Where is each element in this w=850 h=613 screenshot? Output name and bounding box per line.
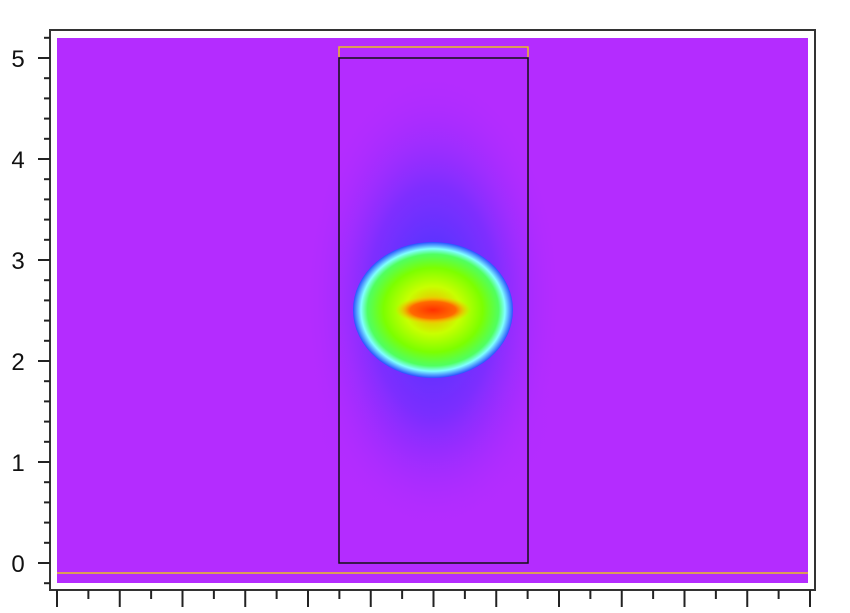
field-hotspot — [395, 296, 471, 324]
top-boundary-line — [338, 46, 529, 57]
y-tick-label: 2 — [11, 349, 24, 376]
y-tick-label: 0 — [11, 551, 24, 578]
y-tick-label: 5 — [11, 46, 24, 73]
plot-area — [57, 38, 808, 583]
y-tick-label: 1 — [11, 450, 24, 477]
y-tick-label: 3 — [11, 248, 24, 275]
structure-rectangle — [338, 57, 529, 564]
y-tick-label: 4 — [11, 147, 24, 174]
y-axis: 0 1 2 3 4 5 — [11, 36, 50, 585]
x-axis — [56, 590, 811, 607]
